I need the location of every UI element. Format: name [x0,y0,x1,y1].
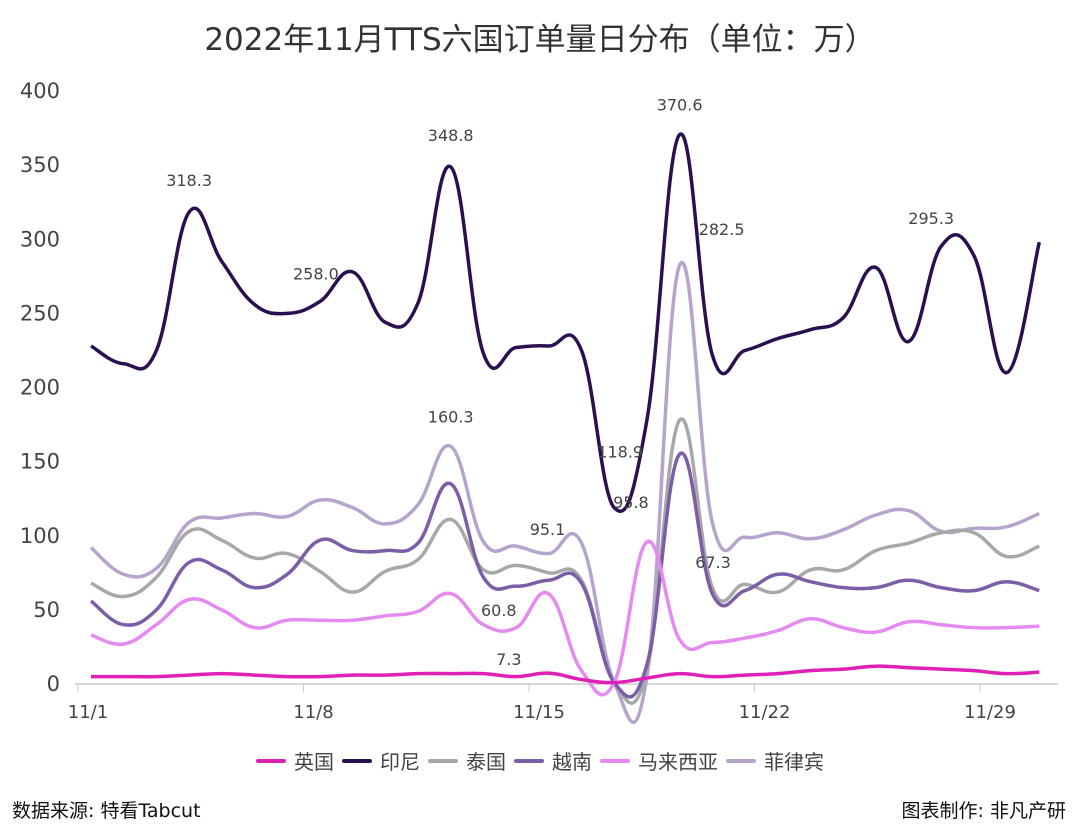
y-tick-label: 100 [20,524,60,548]
data-label: 67.3 [695,553,731,572]
legend-swatch [256,758,286,763]
legend-item: 英国 [256,746,334,775]
data-label: 370.6 [657,96,703,115]
series-line-5 [89,260,1040,725]
data-label: 258.0 [293,265,339,284]
legend-swatch [600,758,630,763]
data-label: 60.8 [481,601,517,620]
series-line-2 [90,417,1040,705]
legend-item: 泰国 [428,746,506,775]
data-label: 295.3 [908,209,954,228]
x-tick-label: 11/8 [293,702,333,723]
data-label: 160.3 [428,407,474,426]
legend-label: 印尼 [380,750,420,774]
legend-item: 菲律宾 [726,746,824,775]
legend-label: 菲律宾 [764,750,824,774]
y-tick-label: 150 [20,450,60,474]
source-note: 数据来源: 特看Tabcut [12,800,201,822]
x-tick-label: 11/22 [739,702,791,723]
y-tick-label: 250 [20,301,60,325]
legend-swatch [514,758,544,763]
y-tick-label: 50 [33,598,60,622]
legend-swatch [342,758,372,763]
data-label: 348.8 [428,126,474,145]
data-label: 318.3 [166,171,212,190]
legend-label: 越南 [552,750,592,774]
legend-swatch [726,758,756,763]
series-line-3 [89,451,1040,699]
legend-label: 泰国 [466,750,506,774]
legend-swatch [428,758,458,763]
credit-note: 图表制作: 非凡产研 [901,800,1066,822]
legend-item: 马来西亚 [600,746,718,775]
legend: 英国 印尼 泰国 越南 马来西亚 菲律宾 [0,746,1080,775]
x-tick-label: 11/1 [68,702,108,723]
y-tick-label: 350 [20,153,60,177]
data-label: 95.1 [530,520,566,539]
y-tick-label: 200 [20,376,60,400]
y-tick-label: 300 [20,227,60,251]
y-tick-label: 0 [47,672,60,696]
chart-title: 2022年11月TTS六国订单量日分布（单位：万） [204,22,876,58]
legend-item: 越南 [514,746,592,775]
data-label: 118.9 [597,443,643,462]
y-tick-label: 400 [20,79,60,103]
series-line-0 [91,664,1040,685]
x-tick-label: 11/15 [513,702,565,723]
legend-label: 马来西亚 [638,750,718,774]
data-label: 282.5 [699,220,745,239]
legend-item: 印尼 [342,746,420,775]
legend-label: 英国 [294,750,334,774]
series-line-4 [90,539,1040,697]
series-line-1 [90,132,1041,513]
x-tick-label: 11/29 [964,702,1016,723]
data-label: 95.8 [613,493,649,512]
data-label: 7.3 [496,650,521,669]
